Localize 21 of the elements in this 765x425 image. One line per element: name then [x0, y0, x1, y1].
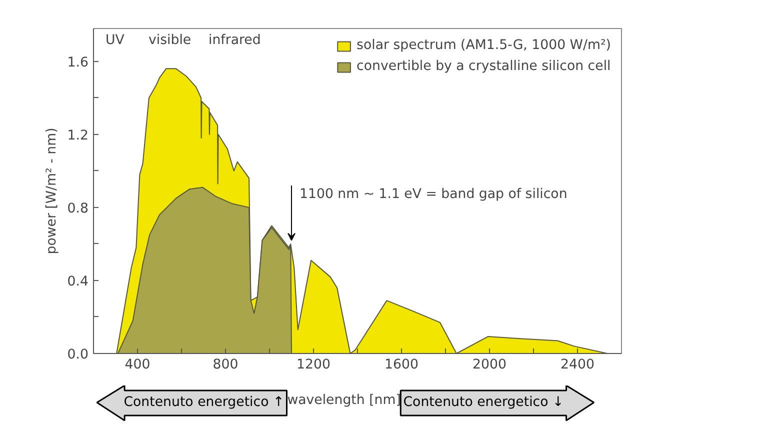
x-tick-label: 400	[124, 358, 150, 372]
y-tick-label: 1.2	[67, 128, 89, 144]
annotation: 1100 nm ~ 1.1 eV = band gap of silicon	[300, 187, 568, 202]
legend-label: convertible by a crystalline silicon cell	[356, 59, 611, 74]
y-tick-label: 0.0	[67, 348, 89, 362]
x-axis-title: wavelength [nm]	[287, 393, 401, 408]
y-tick-label: 0.8	[67, 201, 89, 216]
text: Contenuto energetico ↓	[403, 395, 564, 410]
x-tick-label: 1600	[384, 358, 418, 372]
x-tick-label: 800	[212, 358, 238, 372]
annotation: UV	[106, 33, 124, 48]
y-axis-title: power [W/m² - nm)	[44, 128, 60, 254]
y-tick-label: 1.6	[67, 55, 89, 70]
text: Contenuto energetico ↑	[124, 395, 284, 410]
y-tick-label: 0.4	[67, 274, 89, 290]
annotation: visible	[148, 33, 192, 48]
x-tick-label: 1200	[296, 358, 330, 372]
legend-label: solar spectrum (AM1.5-G, 1000 W/m²)	[356, 38, 611, 53]
x-tick-label: 2400	[560, 358, 594, 372]
annotation: infrared	[208, 33, 261, 48]
x-tick-label: 2000	[472, 358, 506, 372]
